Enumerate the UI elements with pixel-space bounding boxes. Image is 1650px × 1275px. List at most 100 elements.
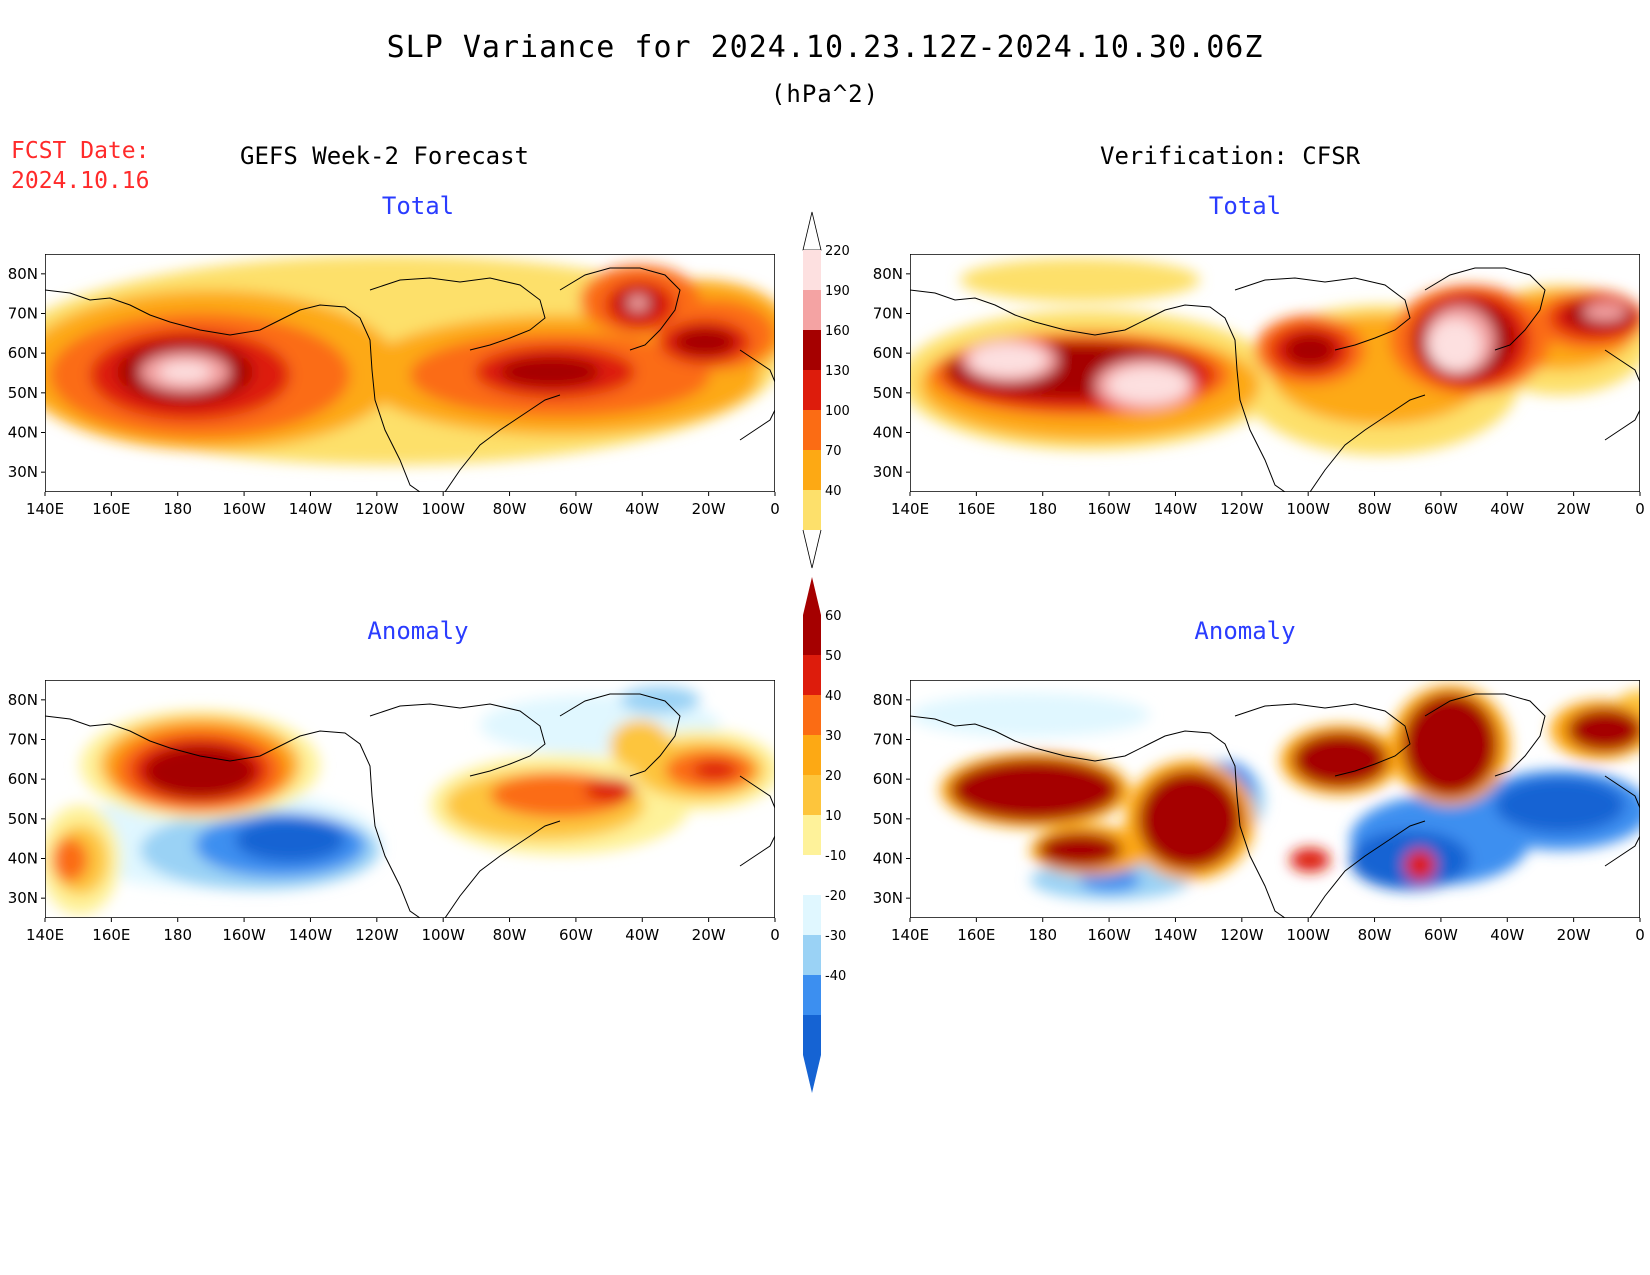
left-column-title: GEFS Week-2 Forecast bbox=[240, 142, 529, 170]
lat-tick-label: 60N bbox=[873, 770, 903, 788]
lat-tick-label: 50N bbox=[8, 810, 38, 828]
lon-tick-label: 180 bbox=[1028, 500, 1057, 518]
anomaly-colorbar-swatch bbox=[803, 855, 821, 895]
lat-tick-label: 50N bbox=[873, 384, 903, 402]
lon-tick-label: 160W bbox=[1087, 926, 1131, 944]
anomaly-colorbar-swatch bbox=[803, 975, 821, 1015]
lon-tick-label: 140W bbox=[1154, 926, 1198, 944]
forecast-date-label: FCST Date: bbox=[11, 138, 150, 164]
total-colorbar-label: 220 bbox=[825, 244, 850, 259]
lon-tick-label: 20W bbox=[692, 926, 726, 944]
total-colorbar-label: 100 bbox=[825, 404, 850, 419]
lon-tick-label: 100W bbox=[421, 500, 465, 518]
lat-tick-label: 40N bbox=[8, 850, 38, 868]
total-colorbar-upper-arrow bbox=[802, 211, 822, 251]
units-label: (hPa^2) bbox=[770, 80, 880, 108]
anomaly-colorbar-label: 10 bbox=[825, 809, 842, 824]
total-colorbar-swatch bbox=[803, 370, 821, 410]
lat-tick-label: 70N bbox=[873, 305, 903, 323]
lat-tick-label: 30N bbox=[8, 463, 38, 481]
lat-tick-label: 80N bbox=[8, 265, 38, 283]
anomaly-colorbar-label: 60 bbox=[825, 609, 842, 624]
lon-tick-label: 40W bbox=[1490, 926, 1524, 944]
total-colorbar-label: 190 bbox=[825, 284, 850, 299]
lon-tick-label: 120W bbox=[1220, 926, 1264, 944]
total-colorbar-swatch bbox=[803, 330, 821, 370]
anomaly-colorbar-swatch bbox=[803, 615, 821, 655]
total-colorbar-swatch bbox=[803, 450, 821, 490]
lat-tick-label: 40N bbox=[873, 424, 903, 442]
total-colorbar-label: 70 bbox=[825, 444, 842, 459]
lat-tick-label: 30N bbox=[873, 889, 903, 907]
lat-tick-label: 60N bbox=[8, 344, 38, 362]
lat-tick-label: 80N bbox=[873, 265, 903, 283]
anomaly-colorbar-swatch bbox=[803, 935, 821, 975]
lat-tick-label: 70N bbox=[8, 731, 38, 749]
anomaly-colorbar-lower-arrow bbox=[803, 1055, 821, 1093]
lon-tick-label: 160E bbox=[92, 926, 130, 944]
lat-tick-label: 40N bbox=[8, 424, 38, 442]
anomaly-colorbar-swatch bbox=[803, 895, 821, 935]
lon-tick-label: 100W bbox=[421, 926, 465, 944]
lon-tick-label: 140W bbox=[1154, 500, 1198, 518]
lon-tick-label: 160W bbox=[222, 926, 266, 944]
anomaly-colorbar-label: 30 bbox=[825, 729, 842, 744]
lon-tick-label: 20W bbox=[692, 500, 726, 518]
lon-tick-label: 60W bbox=[1424, 926, 1458, 944]
anomaly-colorbar-swatch bbox=[803, 655, 821, 695]
lon-tick-label: 0 bbox=[1635, 500, 1645, 518]
total-colorbar-lower-arrow bbox=[802, 529, 822, 569]
lon-tick-label: 120W bbox=[1220, 500, 1264, 518]
lon-tick-label: 160W bbox=[222, 500, 266, 518]
anomaly-colorbar-label: -30 bbox=[825, 929, 846, 944]
lon-tick-label: 60W bbox=[1424, 500, 1458, 518]
lon-tick-label: 0 bbox=[770, 926, 780, 944]
lon-tick-label: 100W bbox=[1286, 500, 1330, 518]
lon-tick-label: 20W bbox=[1557, 500, 1591, 518]
lon-tick-label: 120W bbox=[355, 926, 399, 944]
lat-tick-label: 50N bbox=[873, 810, 903, 828]
panel-title-verification-total: Total bbox=[1208, 192, 1282, 220]
lon-tick-label: 0 bbox=[1635, 926, 1645, 944]
total-colorbar-swatch bbox=[803, 410, 821, 450]
lat-tick-label: 40N bbox=[873, 850, 903, 868]
lon-tick-label: 120W bbox=[355, 500, 399, 518]
total-colorbar-swatch bbox=[803, 250, 821, 290]
total-colorbar-swatch bbox=[803, 490, 821, 530]
lon-tick-label: 160W bbox=[1087, 500, 1131, 518]
lat-tick-label: 30N bbox=[8, 889, 38, 907]
lat-tick-label: 80N bbox=[8, 691, 38, 709]
lon-tick-label: 140E bbox=[891, 926, 929, 944]
lon-tick-label: 180 bbox=[1028, 926, 1057, 944]
lon-tick-label: 60W bbox=[559, 500, 593, 518]
map-forecast-total bbox=[45, 254, 775, 492]
lon-tick-label: 40W bbox=[625, 926, 659, 944]
total-colorbar: 220 190 160 130 100 70 40 bbox=[802, 211, 850, 569]
lon-tick-label: 160E bbox=[92, 500, 130, 518]
anomaly-colorbar-swatch bbox=[803, 735, 821, 775]
forecast-date-value: 2024.10.16 bbox=[11, 168, 150, 194]
lon-tick-label: 180 bbox=[163, 926, 192, 944]
lon-tick-label: 100W bbox=[1286, 926, 1330, 944]
anomaly-colorbar-label: 20 bbox=[825, 769, 842, 784]
lat-tick-label: 70N bbox=[873, 731, 903, 749]
lon-tick-label: 80W bbox=[493, 500, 527, 518]
lon-tick-label: 20W bbox=[1557, 926, 1591, 944]
map-verification-total bbox=[910, 254, 1640, 492]
anomaly-colorbar: 60 50 40 30 20 10 -10 -20 -30 -40 bbox=[803, 577, 846, 1093]
lon-tick-label: 160E bbox=[957, 500, 995, 518]
right-column-title: Verification: CFSR bbox=[1100, 142, 1361, 170]
anomaly-colorbar-label: -10 bbox=[825, 849, 846, 864]
anomaly-colorbar-label: 40 bbox=[825, 689, 842, 704]
lat-tick-label: 60N bbox=[8, 770, 38, 788]
panel-title-verification-anomaly: Anomaly bbox=[1194, 617, 1296, 645]
lon-tick-label: 140W bbox=[289, 500, 333, 518]
lat-tick-label: 60N bbox=[873, 344, 903, 362]
lat-tick-label: 30N bbox=[873, 463, 903, 481]
anomaly-colorbar-label: -40 bbox=[825, 969, 846, 984]
anomaly-colorbar-swatch bbox=[803, 695, 821, 735]
lon-tick-label: 140E bbox=[891, 500, 929, 518]
total-colorbar-label: 40 bbox=[825, 484, 842, 499]
lon-tick-label: 140W bbox=[289, 926, 333, 944]
